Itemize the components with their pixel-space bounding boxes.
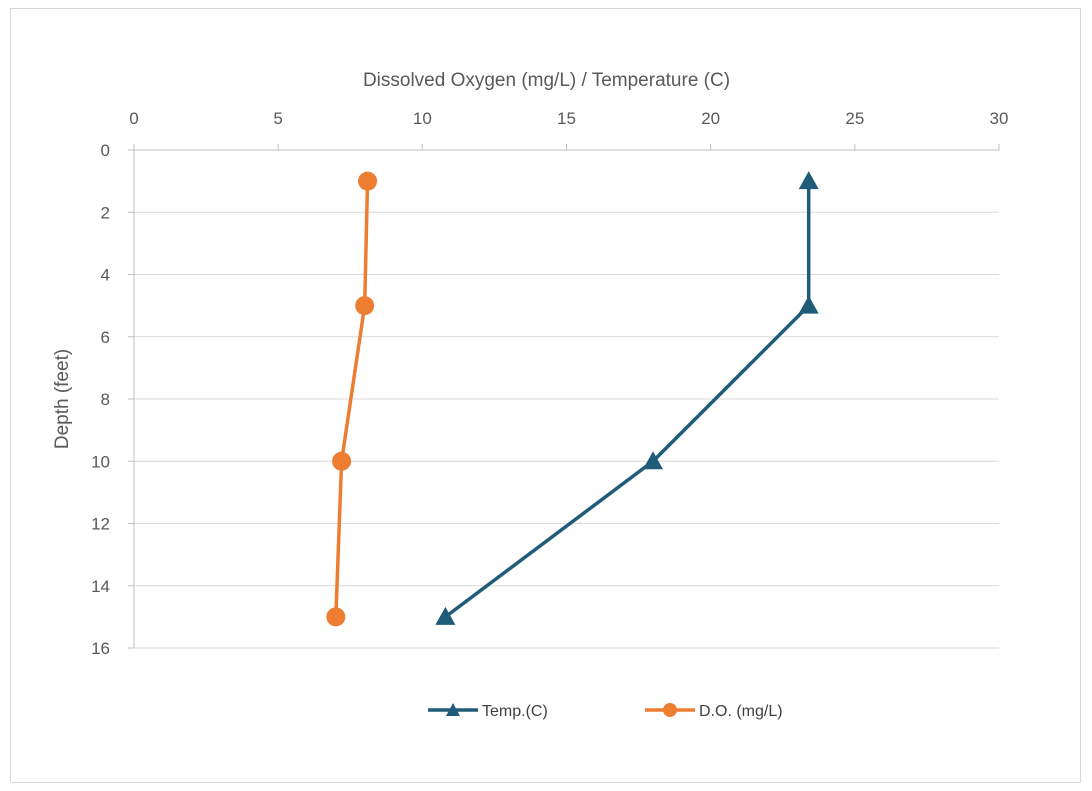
do-data-point (355, 296, 375, 316)
do-data-point (326, 607, 346, 627)
temp-data-point (435, 606, 456, 625)
x-tick-label: 5 (273, 109, 282, 128)
temp-data-point (798, 295, 819, 314)
do-series-line (334, 181, 370, 617)
y-tick-label: 8 (101, 390, 110, 409)
y-tick-label: 6 (101, 328, 110, 347)
axes: 0 2 4 6 8 10 12 14 16 0 5 10 15 20 25 30 (91, 109, 1008, 658)
legend-label-do: D.O. (mg/L) (699, 703, 783, 720)
x-tick-label: 10 (413, 109, 432, 128)
x-tick-label: 25 (845, 109, 864, 128)
y-axis-title: Depth (feet) (52, 349, 73, 449)
y-tick-label: 10 (91, 452, 110, 471)
x-tick-label: 0 (129, 109, 138, 128)
legend: Temp.(C) D.O. (mg/L) (428, 703, 783, 720)
legend-marker-temp (446, 703, 460, 716)
y-tick-label: 4 (101, 266, 110, 285)
y-tick-label: 2 (101, 203, 110, 222)
do-data-point (332, 451, 352, 471)
x-tick-label: 15 (557, 109, 576, 128)
temp-data-point (643, 451, 663, 470)
gridlines (134, 211, 999, 649)
series-layer (326, 171, 819, 627)
chart-area (10, 8, 1081, 783)
do-data-point (358, 171, 378, 191)
y-tick-label: 0 (101, 141, 110, 160)
temp-series-line (444, 181, 811, 619)
legend-marker-do (663, 703, 677, 717)
y-tick-label: 12 (91, 515, 110, 534)
y-tick-label: 14 (91, 577, 110, 596)
legend-label-temp: Temp.(C) (482, 703, 548, 720)
x-tick-label: 30 (990, 109, 1009, 128)
x-axis-title: Dissolved Oxygen (mg/L) / Temperature (C… (363, 70, 730, 91)
temp-data-point (798, 171, 819, 190)
y-tick-label: 16 (91, 639, 110, 658)
x-tick-label: 20 (701, 109, 720, 128)
